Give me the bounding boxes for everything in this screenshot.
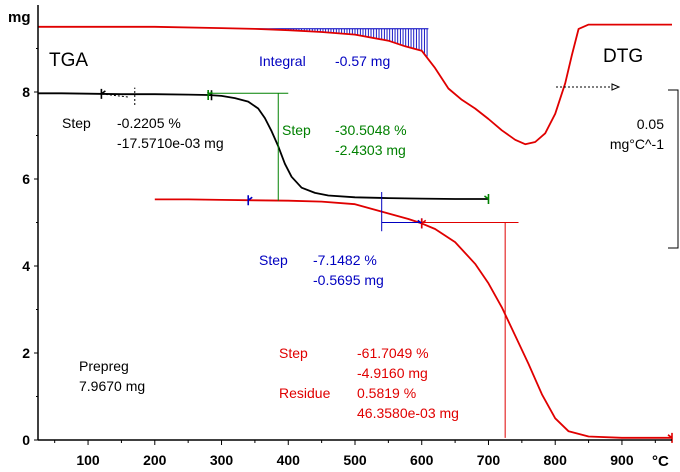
step4-label: Step <box>279 345 308 361</box>
dtg-arrow-head <box>611 83 621 91</box>
sample-name: Prepreg <box>79 358 129 374</box>
sample-mass: 7.9670 mg <box>79 378 145 394</box>
residue-label: Residue <box>279 385 331 401</box>
x-tick-label-500: 500 <box>343 452 367 468</box>
step1-percent: -0.2205 % <box>117 115 181 131</box>
x-tick-label-600: 600 <box>410 452 434 468</box>
y-tick-label-4: 4 <box>22 258 30 274</box>
integral-value: -0.57 mg <box>335 53 390 69</box>
x-tick-label-400: 400 <box>277 452 301 468</box>
step4-percent: -61.7049 % <box>357 345 429 361</box>
step1-mass: -17.5710e-03 mg <box>117 135 224 151</box>
residue-mass: 46.3580e-03 mg <box>357 405 459 421</box>
x-tick-label-200: 200 <box>143 452 167 468</box>
step1-marker-start <box>100 88 106 99</box>
x-unit-label: °C <box>652 453 669 470</box>
step3-percent: -7.1482 % <box>313 252 377 268</box>
series-tga-shifted <box>154 198 672 439</box>
step3-marker-start <box>247 195 253 206</box>
step4-mass: -4.9160 mg <box>357 365 428 381</box>
dtg-label: DTG <box>603 46 643 67</box>
dtg-scale-unit: mg°C^-1 <box>610 136 664 152</box>
step1-label: Step <box>62 115 91 131</box>
step2-mass: -2.4303 mg <box>335 142 406 158</box>
step-markers <box>100 87 673 443</box>
tga-label: TGA <box>49 50 88 71</box>
x-tick-label-100: 100 <box>76 452 100 468</box>
residue-percent: 0.5819 % <box>357 385 416 401</box>
y-tick-label-0: 0 <box>22 432 30 448</box>
x-tick-label-800: 800 <box>544 452 568 468</box>
series-dtg <box>38 23 672 146</box>
x-tick-label-300: 300 <box>210 452 234 468</box>
dtg-scale-bracket <box>668 89 679 249</box>
y-tick-label-6: 6 <box>22 171 30 187</box>
step4-marker-end <box>667 432 673 443</box>
tga-arrow-line <box>101 93 129 98</box>
ticks: 0 2 4 6 8 100 200 300 400 500 600 700 800 900 <box>22 48 656 468</box>
dtg-scale-value: 0.05 <box>637 116 664 132</box>
x-tick-label-700: 700 <box>477 452 501 468</box>
step2-label: Step <box>282 122 311 138</box>
series-tga <box>38 92 489 200</box>
x-tick-label-900: 900 <box>610 452 634 468</box>
step3-label: Step <box>259 252 288 268</box>
step3-mass: -0.5695 mg <box>313 272 384 288</box>
curves <box>38 23 672 439</box>
step2-percent: -30.5048 % <box>335 122 407 138</box>
y-tick-label-2: 2 <box>22 345 30 361</box>
step2-marker-end <box>483 194 490 205</box>
y-unit-label: mg <box>8 9 31 26</box>
y-tick-label-8: 8 <box>22 84 30 100</box>
integral-label: Integral <box>259 53 306 69</box>
